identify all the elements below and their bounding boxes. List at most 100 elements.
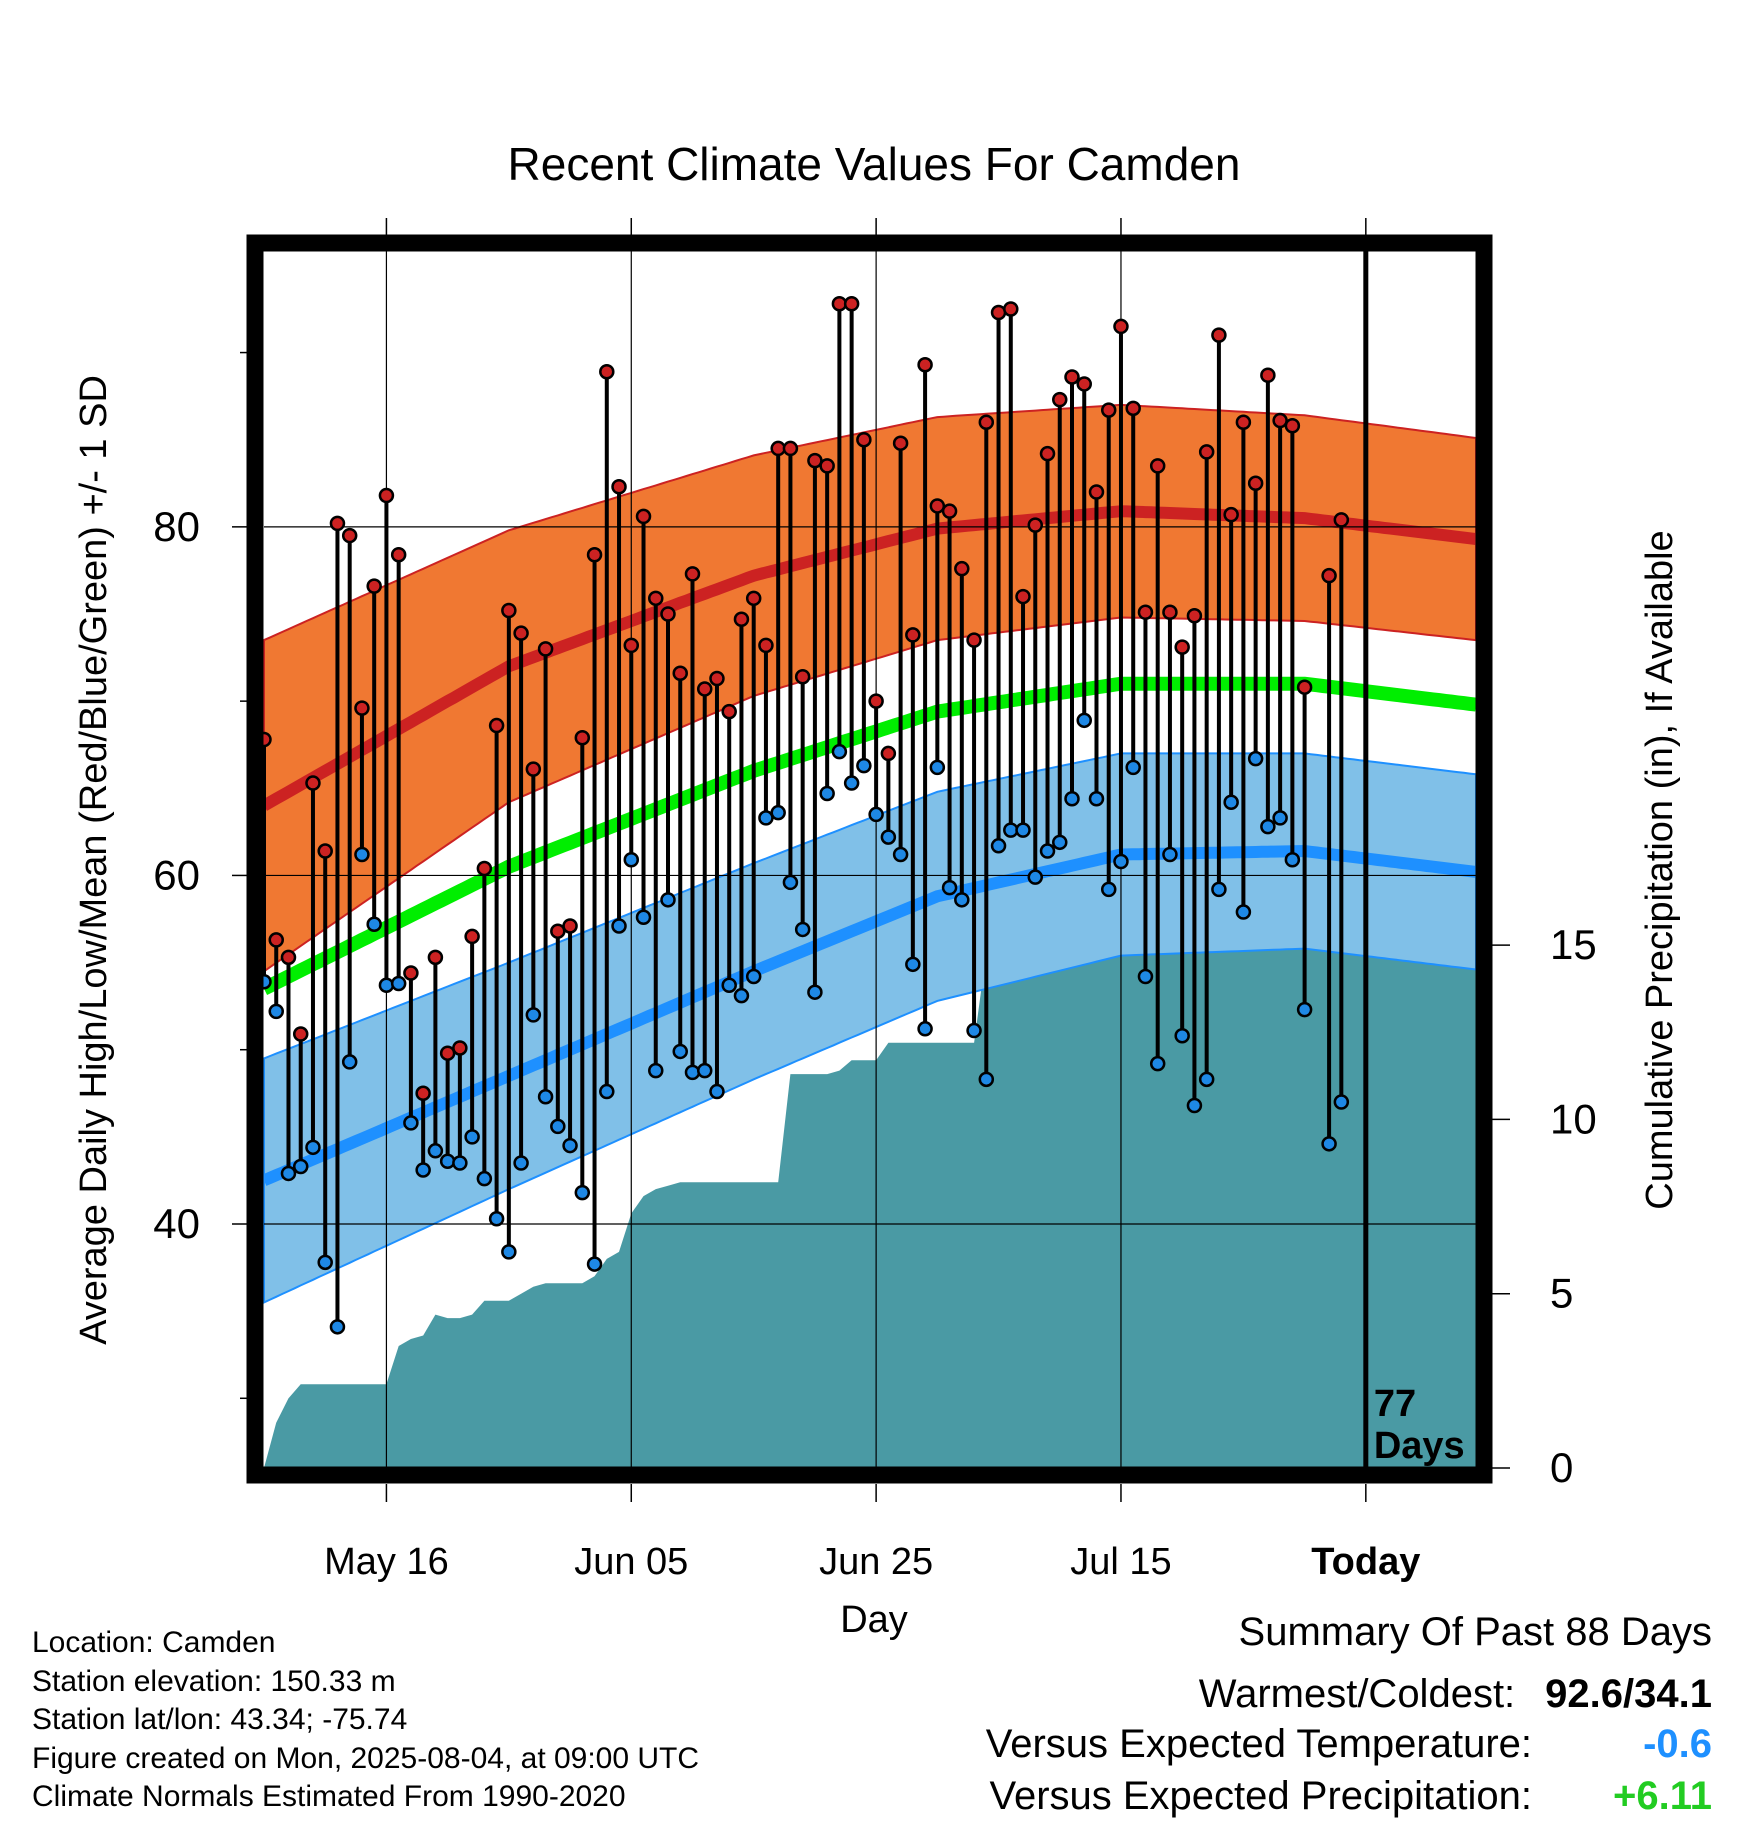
daily-high-dot	[427, 949, 444, 966]
daily-low-dot	[354, 846, 370, 863]
daily-high-dot	[966, 632, 982, 648]
daily-high-dot	[733, 611, 750, 627]
daily-low-dot	[929, 759, 946, 776]
daily-high-dot	[574, 729, 591, 746]
daily-high-dot	[990, 304, 1007, 321]
daily-low-dot	[709, 1083, 725, 1100]
daily-high-dot	[366, 578, 382, 594]
daily-low-dot	[599, 1083, 615, 1100]
daily-low-dot	[586, 1256, 603, 1272]
daily-high-dot	[1174, 639, 1190, 655]
daily-low-dot	[1186, 1097, 1203, 1114]
daily-high-dot	[354, 700, 370, 716]
daily-high-dot	[1015, 588, 1031, 605]
daily-low-dot	[721, 977, 737, 993]
daily-low-dot	[1113, 853, 1129, 870]
daily-high-dot	[513, 625, 529, 641]
daily-low-dot	[574, 1184, 591, 1201]
daily-low-dot	[501, 1244, 517, 1260]
daily-low-dot	[745, 968, 762, 985]
x-tick-label: May 16	[324, 1541, 449, 1583]
daily-low-dot	[1015, 822, 1031, 838]
y-axis-label-right: Cumulative Precipitation (in), If Availa…	[1639, 530, 1681, 1209]
daily-low-dot	[341, 1054, 358, 1070]
daily-low-dot	[611, 918, 627, 934]
daily-high-dot	[1284, 418, 1301, 434]
daily-low-dot	[660, 892, 676, 908]
daily-low-dot	[1296, 1001, 1313, 1018]
daily-low-dot	[452, 1155, 468, 1171]
daily-low-dot	[1235, 904, 1252, 920]
daily-high-dot	[586, 546, 603, 563]
normal-high-line	[261, 505, 1477, 811]
daily-low-dot	[1100, 881, 1117, 898]
daily-low-dot	[513, 1155, 529, 1171]
daily-low-dot	[880, 829, 897, 845]
daily-low-dot	[941, 879, 958, 896]
daily-low-dot	[807, 984, 823, 1000]
daily-low-dot	[366, 916, 382, 932]
daily-high-dot	[476, 860, 493, 877]
daily-low-dot	[1284, 851, 1301, 868]
daily-high-dot	[905, 627, 921, 643]
daily-low-dot	[403, 1115, 419, 1131]
daily-low-dot	[525, 1007, 542, 1023]
daily-low-dot	[648, 1062, 664, 1079]
warm-cold-value: 92.6/34.1	[1545, 1672, 1712, 1716]
daily-low-dot	[378, 977, 395, 993]
daily-low-dot	[782, 874, 799, 891]
x-axis-label: Day	[840, 1599, 908, 1641]
daily-high-dot	[1223, 506, 1239, 523]
daily-high-dot	[1052, 391, 1068, 408]
daily-high-dot	[488, 717, 505, 734]
daily-high-dot	[452, 1040, 468, 1056]
daily-low-dot	[1198, 1071, 1215, 1088]
daily-high-dot	[390, 546, 407, 563]
daily-high-dot	[696, 681, 713, 697]
daily-low-dot	[954, 892, 970, 908]
daily-high-dot	[1137, 604, 1154, 621]
daily-high-dot	[562, 918, 578, 934]
daily-high-dot	[1333, 512, 1350, 528]
daily-low-dot	[758, 810, 774, 826]
daily-high-dot	[721, 703, 737, 720]
daily-high-dot	[1321, 567, 1337, 584]
daily-high-dot	[1064, 369, 1080, 385]
daily-high-dot	[684, 566, 701, 582]
daily-low-dot	[329, 1319, 346, 1335]
daily-high-dot	[1296, 679, 1313, 695]
daily-low-dot	[1247, 750, 1264, 767]
daily-low-dot	[1076, 712, 1092, 729]
daily-low-dot	[635, 909, 652, 926]
daily-high-dot	[1211, 327, 1227, 343]
temp-value: -0.6	[1643, 1722, 1712, 1766]
daily-high-dot	[648, 590, 664, 607]
daily-low-dot	[562, 1137, 578, 1154]
daily-high-dot	[880, 745, 897, 762]
daily-low-dot	[917, 1021, 933, 1037]
y-axis-label-left: Average Daily High/Low/Mean (Red/Blue/Gr…	[73, 375, 115, 1345]
daily-high-dot	[1162, 604, 1178, 621]
daily-low-dot	[1149, 1055, 1166, 1072]
daily-high-dot	[807, 452, 823, 469]
daily-high-dot	[1027, 517, 1044, 533]
daily-low-dot	[1137, 968, 1154, 985]
daily-high-dot	[403, 965, 419, 981]
y-tick-label-precip: 10	[1550, 1095, 1597, 1142]
daily-low-dot	[1162, 846, 1178, 863]
daily-high-dot	[623, 637, 640, 654]
daily-high-dot	[709, 670, 725, 687]
daily-high-dot	[745, 590, 762, 607]
precip-label: Versus Expected Precipitation:	[989, 1774, 1532, 1818]
daily-low-dot	[794, 921, 811, 938]
daily-low-dot	[1039, 843, 1056, 859]
warm-cold-label: Warmest/Coldest:	[1198, 1672, 1516, 1716]
daily-high-dot	[280, 949, 297, 966]
daily-high-dot	[819, 458, 835, 474]
daily-low-dot	[696, 1062, 713, 1079]
summary-title: Summary Of Past 88 Days	[1238, 1610, 1712, 1654]
info-normals: Climate Normals Estimated From 1990-2020	[32, 1780, 626, 1813]
daily-low-dot	[856, 757, 872, 774]
daily-high-dot	[1260, 367, 1276, 383]
daily-low-dot	[1064, 790, 1080, 807]
